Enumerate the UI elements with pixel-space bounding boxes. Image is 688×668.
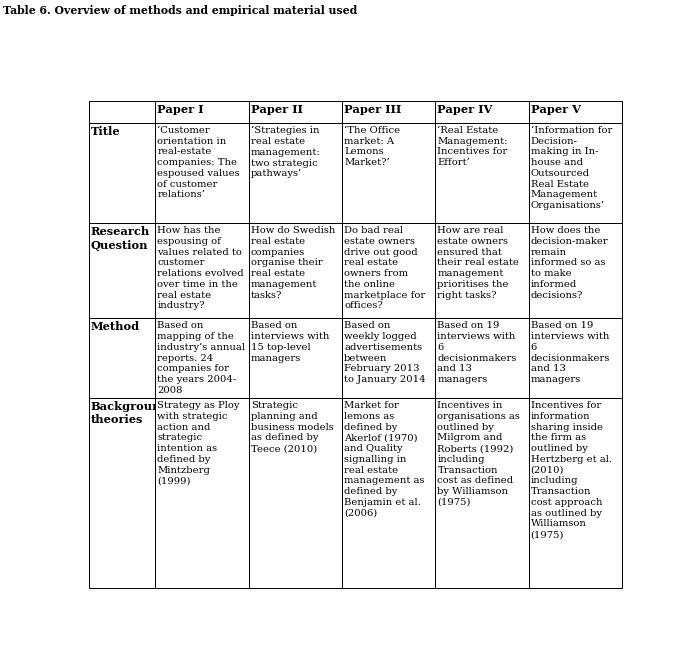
Bar [89,223,155,319]
Text: Title: Title [91,126,120,137]
Text: Based on
mapping of the
industry’s annual
reports. 24
companies for
the years 20: Based on mapping of the industry’s annua… [158,321,246,395]
Text: How do Swedish
real estate
companies
organise their
real estate
management
tasks: How do Swedish real estate companies org… [250,226,335,300]
Bar [436,319,528,398]
Bar [248,123,342,223]
Text: ‘Customer
orientation in
real-estate
companies: The
espoused values
of customer
: ‘Customer orientation in real-estate com… [158,126,240,200]
Bar [342,101,436,123]
Bar [436,398,528,589]
Text: Do bad real
estate owners
drive out good
real estate
owners from
the online
mark: Do bad real estate owners drive out good… [344,226,425,311]
Bar [89,398,155,589]
Text: How has the
espousing of
values related to
customer
relations evolved
over time : How has the espousing of values related … [158,226,244,311]
Bar [342,223,436,319]
Bar [155,398,248,589]
Bar [89,123,155,223]
Bar [89,319,155,398]
Bar [528,319,622,398]
Text: Incentives in
organisations as
outlined by
Milgrom and
Roberts (1992)
including
: Incentives in organisations as outlined … [438,401,520,507]
Text: Paper III: Paper III [344,104,401,115]
Text: Table 6. Overview of methods and empirical material used: Table 6. Overview of methods and empiric… [3,5,358,15]
Bar [342,398,436,589]
Bar [248,101,342,123]
Text: Background
theories: Background theories [91,401,169,426]
Text: Based on 19
interviews with
6
decisionmakers
and 13
managers: Based on 19 interviews with 6 decisionma… [530,321,610,384]
Text: Strategy as Ploy
with strategic
action and
strategic
intention as
defined by
Min: Strategy as Ploy with strategic action a… [158,401,240,486]
Bar [155,319,248,398]
Text: How are real
estate owners
ensured that
their real estate
management
prioritises: How are real estate owners ensured that … [438,226,519,300]
Text: Market for
lemons as
defined by
Akerlof (1970)
and Quality
signalling in
real es: Market for lemons as defined by Akerlof … [344,401,424,518]
Text: Paper II: Paper II [250,104,303,115]
Bar [155,101,248,123]
Text: Based on
interviews with
15 top-level
managers: Based on interviews with 15 top-level ma… [250,321,329,363]
Text: ‘Real Estate
Management:
Incentives for
Effort’: ‘Real Estate Management: Incentives for … [438,126,508,167]
Text: Strategic
planning and
business models
as defined by
Teece (2010): Strategic planning and business models a… [250,401,334,453]
Bar [342,319,436,398]
Text: Method: Method [91,321,140,333]
Bar [248,398,342,589]
Text: Paper V: Paper V [530,104,581,115]
Text: ‘The Office
market: A
Lemons
Market?’: ‘The Office market: A Lemons Market?’ [344,126,400,167]
Bar [155,223,248,319]
Bar [436,123,528,223]
Bar [155,123,248,223]
Bar [528,398,622,589]
Bar [342,123,436,223]
Bar [528,223,622,319]
Text: Based on 19
interviews with
6
decisionmakers
and 13
managers: Based on 19 interviews with 6 decisionma… [438,321,517,384]
Text: ‘Information for
Decision-
making in In-
house and
Outsourced
Real Estate
Manage: ‘Information for Decision- making in In-… [530,126,612,210]
Text: Research
Question: Research Question [91,226,150,250]
Text: Paper IV: Paper IV [438,104,493,115]
Bar [89,101,155,123]
Bar [248,223,342,319]
Text: Paper I: Paper I [158,104,204,115]
Bar [528,123,622,223]
Text: ‘Strategies in
real estate
management:
two strategic
pathways’: ‘Strategies in real estate management: t… [250,126,321,178]
Text: Based on
weekly logged
advertisements
between
February 2013
to January 2014: Based on weekly logged advertisements be… [344,321,426,384]
Bar [436,101,528,123]
Bar [436,223,528,319]
Bar [528,101,622,123]
Text: How does the
decision-maker
remain
informed so as
to make
informed
decisions?: How does the decision-maker remain infor… [530,226,608,300]
Text: Incentives for
information
sharing inside
the firm as
outlined by
Hertzberg et a: Incentives for information sharing insid… [530,401,612,539]
Bar [248,319,342,398]
